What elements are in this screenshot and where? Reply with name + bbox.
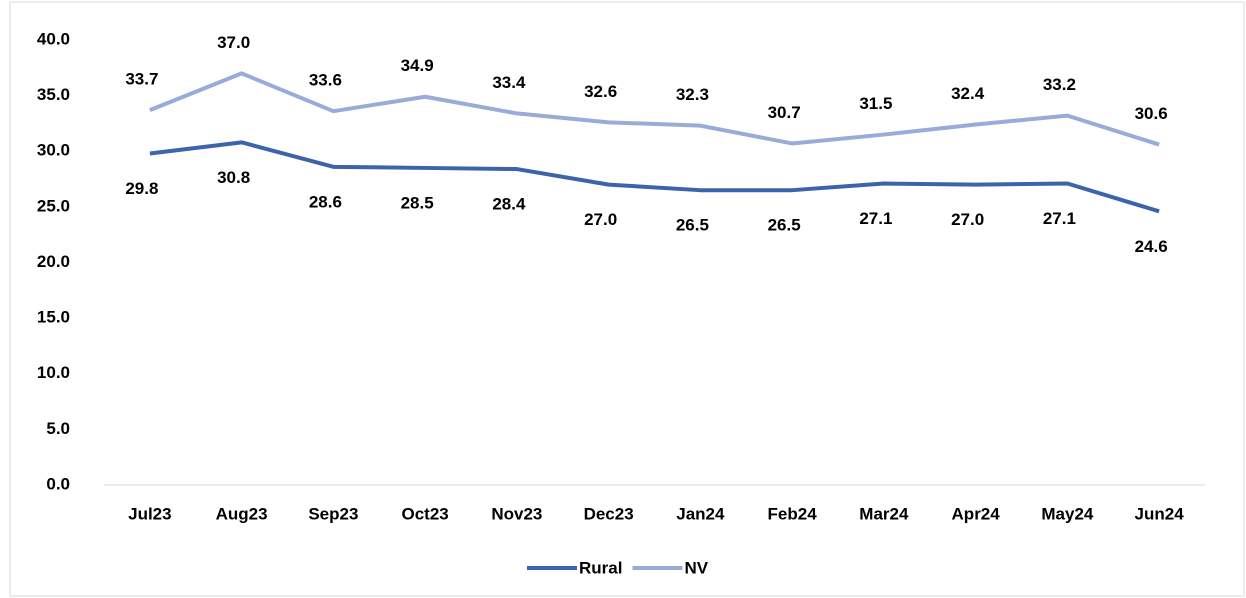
x-tick-label: May24 <box>1041 504 1094 523</box>
legend-label: NV <box>684 558 708 577</box>
series-line <box>149 71 1160 147</box>
data-label: 33.4 <box>492 73 526 92</box>
data-label: 32.4 <box>951 84 985 103</box>
data-label: 27.0 <box>951 210 984 229</box>
data-label: 32.3 <box>676 85 709 104</box>
data-label: 27.1 <box>859 209 892 228</box>
x-tick-label: Mar24 <box>859 504 909 523</box>
data-label: 26.5 <box>676 216 709 235</box>
x-tick-label: Feb24 <box>768 504 818 523</box>
data-label: 30.7 <box>768 103 801 122</box>
data-label: 32.6 <box>584 82 617 101</box>
x-tick-label: Nov23 <box>491 504 542 523</box>
data-label: 37.0 <box>217 33 250 52</box>
y-tick-label: 10.0 <box>37 363 70 382</box>
y-tick-label: 25.0 <box>37 196 70 215</box>
x-tick-label: Jul23 <box>128 504 171 523</box>
chart-border <box>9 1 1245 597</box>
data-label: 26.5 <box>768 216 801 235</box>
series-line <box>149 140 1160 214</box>
x-tick-label: Jan24 <box>676 504 725 523</box>
x-tick-label: Apr24 <box>952 504 1001 523</box>
legend-label: Rural <box>579 558 622 577</box>
y-tick-label: 5.0 <box>46 419 70 438</box>
x-tick-label: Oct23 <box>402 504 449 523</box>
data-label: 28.6 <box>309 192 342 211</box>
y-tick-label: 30.0 <box>37 141 70 160</box>
x-tick-label: Jun24 <box>1135 504 1185 523</box>
data-label: 31.5 <box>859 94 892 113</box>
data-label: 30.8 <box>217 168 250 187</box>
data-label: 30.6 <box>1135 104 1168 123</box>
y-tick-label: 0.0 <box>46 474 70 493</box>
y-tick-label: 20.0 <box>37 252 70 271</box>
y-tick-label: 15.0 <box>37 308 70 327</box>
data-label: 33.7 <box>125 70 158 89</box>
data-label: 24.6 <box>1135 237 1168 256</box>
data-label: 28.5 <box>401 193 434 212</box>
data-label: 28.4 <box>492 195 526 214</box>
x-tick-label: Dec23 <box>584 504 634 523</box>
data-label: 27.1 <box>1043 209 1076 228</box>
data-label: 34.9 <box>401 56 434 75</box>
data-label: 33.2 <box>1043 75 1076 94</box>
y-tick-label: 40.0 <box>37 29 70 48</box>
y-tick-label: 35.0 <box>37 85 70 104</box>
x-tick-label: Aug23 <box>216 504 268 523</box>
data-label: 33.6 <box>309 71 342 90</box>
x-tick-label: Sep23 <box>308 504 358 523</box>
data-label: 27.0 <box>584 210 617 229</box>
data-label: 29.8 <box>125 179 158 198</box>
